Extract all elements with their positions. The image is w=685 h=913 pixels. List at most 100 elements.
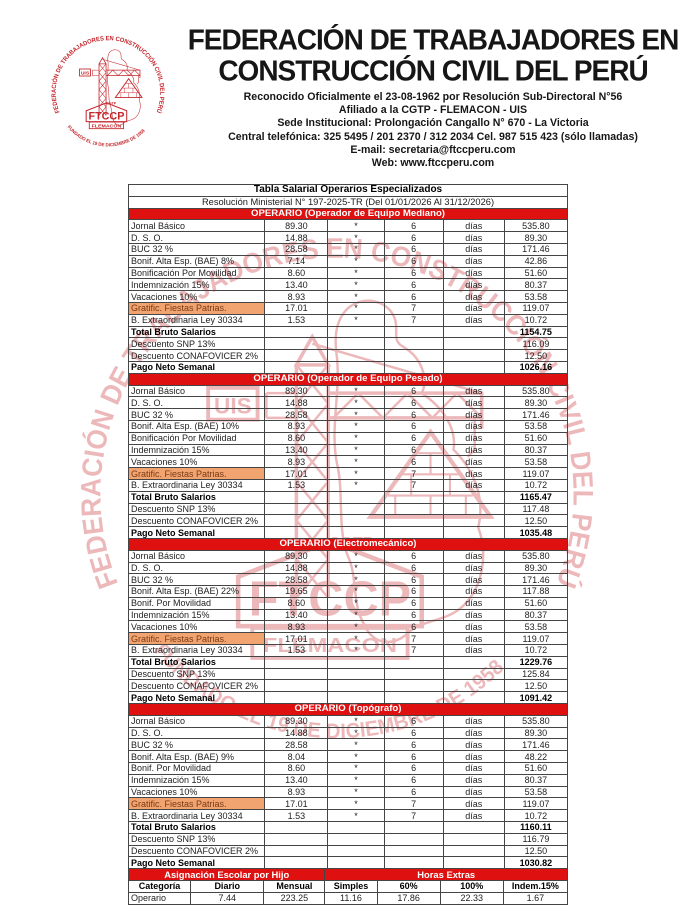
salary-row: Vacaciones 10% 8.93 * 6 días 53.58	[127, 455, 569, 469]
daily-rate: 8.93	[264, 455, 329, 469]
days-count: 6	[383, 242, 444, 256]
days-count: 6	[383, 773, 444, 787]
weekly-total: 171.46	[503, 408, 569, 421]
salary-table-wrap: Tabla Salarial Operarios Especializados R…	[127, 184, 569, 905]
concept-label: BUC 32 %	[127, 242, 266, 256]
salary-row: Bonif. Por Movilidad 8.60 * 6 días 51.60	[127, 596, 569, 610]
multiplier-asterisk: *	[327, 785, 385, 799]
section-banner: OPERARIO (Electromecánico)	[128, 537, 568, 551]
days-count: 6	[383, 408, 444, 421]
daily-rate: 28.58	[264, 573, 329, 587]
daily-rate: 8.60	[264, 596, 329, 610]
empty-cell	[442, 337, 505, 351]
days-unit: días	[442, 573, 505, 587]
daily-rate: 8.93	[264, 620, 329, 634]
empty-cell	[264, 490, 329, 504]
weekly-total: 53.58	[503, 419, 569, 433]
daily-rate: 8.04	[264, 750, 329, 764]
multiplier-asterisk: *	[327, 726, 385, 740]
concept-label: B. Extraordinaria Ley 30334	[127, 313, 266, 327]
daily-rate: 89.30	[264, 714, 329, 728]
concept-label: Vacaciones 10%	[127, 455, 266, 469]
daily-rate: 17.01	[264, 467, 329, 480]
section-banner-row: OPERARIO (Topógrafo)	[128, 703, 568, 716]
section-banner: OPERARIO (Topógrafo)	[128, 703, 568, 716]
salary-row: BUC 32 % 28.58 * 6 días 171.46	[127, 738, 569, 752]
overtime-banner: Horas Extras	[324, 868, 568, 882]
summary-row: Pago Neto Semanal 1030.82	[127, 856, 569, 870]
empty-cell	[327, 844, 385, 858]
daily-rate: 1.53	[264, 313, 329, 327]
concept-label: Jornal Básico	[127, 714, 266, 728]
daily-rate: 7.14	[264, 254, 329, 268]
bottom-value: 223.25	[263, 891, 326, 905]
days-unit: días	[442, 585, 505, 598]
table-subtitle-row: Resolución Ministerial N° 197-2025-TR (D…	[128, 195, 568, 209]
days-count: 6	[383, 762, 444, 775]
daily-rate: 8.93	[264, 290, 329, 303]
days-unit: días	[442, 266, 505, 280]
empty-cell	[264, 844, 329, 858]
multiplier-asterisk: *	[327, 301, 385, 315]
concept-label: Bonif. Por Movilidad	[127, 762, 266, 775]
daily-rate: 14.88	[264, 726, 329, 740]
daily-rate: 89.30	[264, 219, 329, 233]
days-unit: días	[442, 714, 505, 728]
multiplier-asterisk: *	[327, 266, 385, 280]
weekly-total: 80.37	[503, 443, 569, 457]
multiplier-asterisk: *	[327, 549, 385, 563]
multiplier-asterisk: *	[327, 431, 385, 445]
summary-value: 116.79	[503, 832, 569, 846]
days-count: 6	[383, 620, 444, 634]
weekly-total: 171.46	[503, 573, 569, 587]
daily-rate: 17.01	[264, 797, 329, 811]
multiplier-asterisk: *	[327, 254, 385, 268]
weekly-total: 80.37	[503, 608, 569, 622]
days-count: 6	[383, 585, 444, 598]
empty-cell	[327, 679, 385, 693]
salary-row: B. Extraordinaria Ley 30334 1.53 * 7 días 10.…	[127, 644, 569, 657]
empty-cell	[442, 667, 505, 681]
daily-rate: 14.88	[264, 561, 329, 575]
concept-label: D. S. O.	[127, 231, 266, 244]
multiplier-asterisk: *	[327, 644, 385, 657]
weekly-total: 10.72	[503, 313, 569, 327]
days-count: 6	[383, 278, 444, 292]
bottom-col-header-3: Simples	[324, 880, 378, 893]
daily-rate: 17.01	[264, 632, 329, 646]
summary-value: 1035.48	[503, 526, 569, 539]
empty-cell	[264, 514, 329, 528]
days-count: 6	[383, 573, 444, 587]
summary-value: 1026.16	[503, 360, 569, 374]
daily-rate: 8.93	[264, 419, 329, 433]
daily-rate: 13.40	[264, 278, 329, 292]
summary-label: Descuento SNP 13%	[127, 337, 266, 351]
days-unit: días	[442, 455, 505, 469]
summary-row: Descuento SNP 13% 117.48	[127, 502, 569, 516]
weekly-total: 119.07	[503, 797, 569, 811]
salary-row: Vacaciones 10% 8.93 * 6 días 53.58	[127, 785, 569, 799]
concept-label: Bonif. Alta Esp. (BAE) 10%	[127, 419, 266, 433]
empty-cell	[383, 832, 444, 846]
days-count: 6	[383, 455, 444, 469]
empty-cell	[264, 832, 329, 846]
bottom-banner-row: Asignación Escolar por Hijo Horas Extras	[127, 868, 568, 882]
days-unit: días	[442, 644, 505, 657]
weekly-total: 10.72	[503, 478, 569, 492]
concept-label: Indemnización 15%	[127, 773, 266, 787]
concept-label: BUC 32 %	[127, 738, 266, 752]
weekly-total: 53.58	[503, 785, 569, 799]
days-unit: días	[442, 773, 505, 787]
days-count: 7	[383, 809, 444, 823]
days-unit: días	[442, 408, 505, 421]
bottom-value: 22.33	[439, 891, 504, 905]
empty-cell	[264, 526, 329, 539]
multiplier-asterisk: *	[327, 384, 385, 398]
concept-label: Bonif. Alta Esp. (BAE) 8%	[127, 254, 266, 268]
concept-label: B. Extraordinaria Ley 30334	[127, 478, 266, 492]
multiplier-asterisk: *	[327, 242, 385, 256]
days-unit: días	[442, 478, 505, 492]
days-unit: días	[442, 762, 505, 775]
days-count: 6	[383, 396, 444, 410]
salary-row: D. S. O. 14.88 * 6 días 89.30	[127, 561, 569, 575]
